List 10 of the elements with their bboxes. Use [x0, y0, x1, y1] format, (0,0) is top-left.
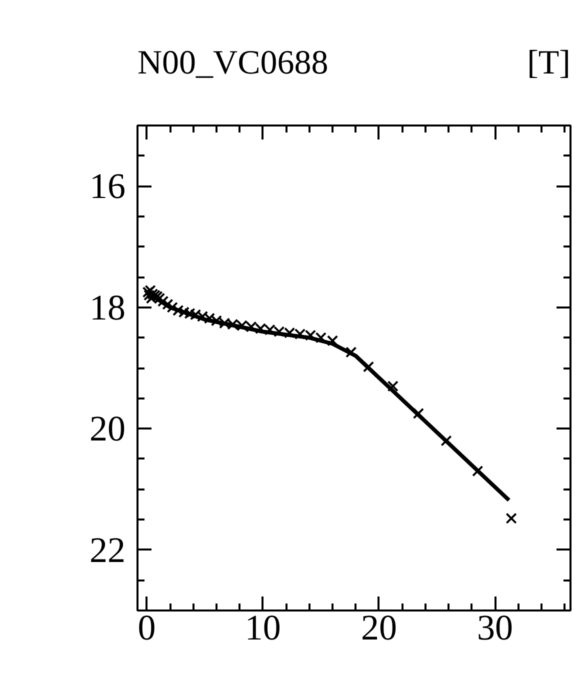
- y-tick-label: 20: [90, 408, 126, 449]
- y-tick-label: 18: [90, 287, 126, 328]
- text: [T]: [527, 44, 571, 82]
- x-tick-label: 0: [138, 608, 156, 648]
- chart-title: N00_VC0688: [138, 44, 328, 82]
- x-tick-label: 30: [477, 608, 514, 648]
- x-tick-label: 10: [244, 608, 281, 648]
- y-tick-label: 22: [90, 530, 126, 570]
- x-tick-label: 20: [360, 608, 397, 648]
- y-tick-label: 16: [90, 166, 126, 206]
